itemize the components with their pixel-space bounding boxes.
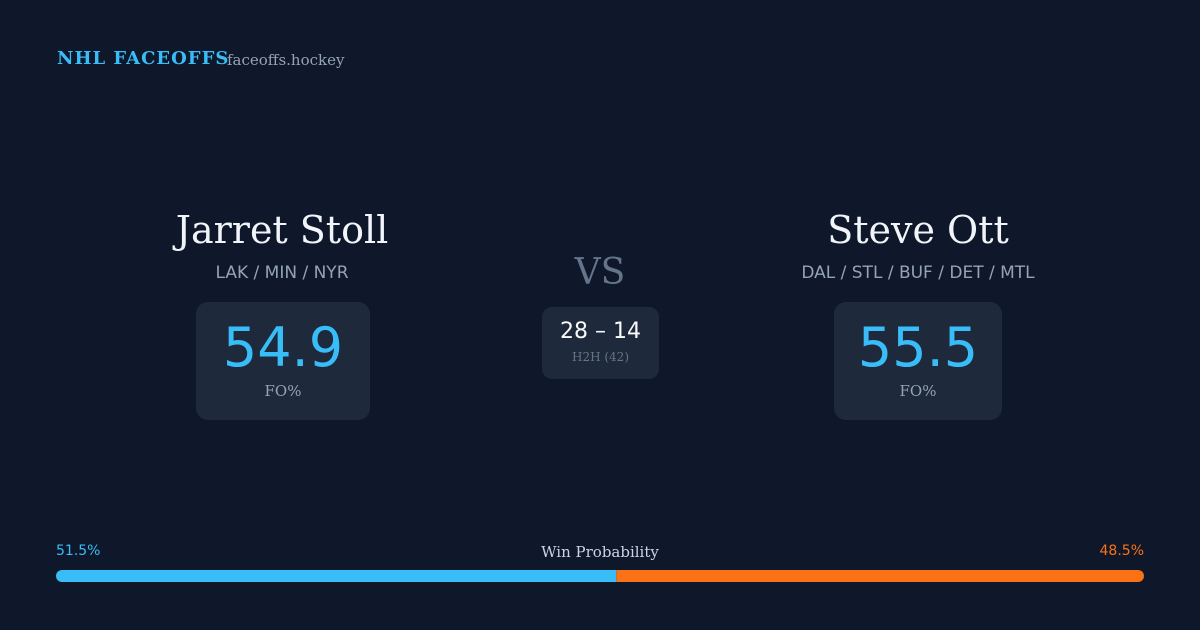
brand: NHL FACEOFFS xyxy=(57,48,230,69)
player-teams: DAL / STL / BUF / DET / MTL xyxy=(801,263,1035,283)
h2h-card: 28 – 14 H2H (42) xyxy=(542,307,659,379)
win-prob-bar xyxy=(56,570,1144,582)
fo-pct: 54.9 xyxy=(222,316,344,379)
player-name: Jarret Stoll xyxy=(175,208,389,252)
win-prob-left: 51.5% xyxy=(56,543,101,559)
win-prob-right: 48.5% xyxy=(1099,543,1144,559)
h2h-label: H2H (42) xyxy=(571,350,629,364)
win-prob-title: Win Probability xyxy=(541,543,659,561)
fo-label: FO% xyxy=(264,382,302,400)
fo-label: FO% xyxy=(899,382,937,400)
player-teams: LAK / MIN / NYR xyxy=(215,263,349,283)
fo-card: 54.9 FO% xyxy=(196,302,370,420)
win-prob-segment xyxy=(56,570,617,582)
player-name: Steve Ott xyxy=(827,208,1009,252)
site-url: faceoffs.hockey xyxy=(227,51,345,69)
h2h-score: 28 – 14 xyxy=(560,319,641,344)
vs-label: VS xyxy=(574,252,626,293)
fo-pct: 55.5 xyxy=(857,316,979,379)
fo-card: 55.5 FO% xyxy=(834,302,1002,420)
win-prob-segment xyxy=(616,570,1144,582)
